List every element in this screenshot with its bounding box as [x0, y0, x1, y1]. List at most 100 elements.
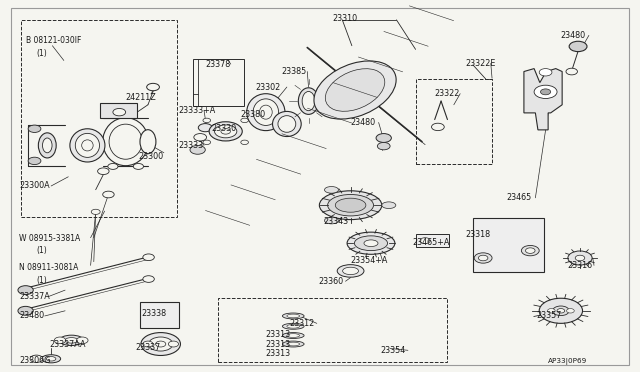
Circle shape: [30, 355, 43, 362]
Ellipse shape: [287, 342, 300, 346]
Bar: [140, 302, 179, 328]
Ellipse shape: [65, 337, 78, 343]
Circle shape: [194, 134, 207, 141]
Ellipse shape: [273, 112, 301, 137]
Ellipse shape: [552, 306, 569, 315]
Ellipse shape: [282, 333, 304, 339]
Text: AP33|0P69: AP33|0P69: [548, 358, 588, 365]
Ellipse shape: [568, 251, 592, 265]
Ellipse shape: [355, 236, 388, 251]
Text: N 08911-3081A: N 08911-3081A: [19, 263, 79, 272]
Text: 23318: 23318: [465, 230, 490, 239]
Text: 23312: 23312: [289, 319, 315, 328]
Ellipse shape: [522, 246, 540, 256]
Circle shape: [569, 41, 587, 52]
Circle shape: [540, 68, 552, 76]
Text: 23360: 23360: [319, 277, 344, 286]
Bar: [415, 234, 449, 247]
Ellipse shape: [46, 357, 56, 361]
Circle shape: [133, 163, 143, 169]
Circle shape: [241, 140, 248, 145]
Ellipse shape: [282, 341, 304, 347]
Text: 23313: 23313: [266, 350, 291, 359]
Ellipse shape: [246, 94, 285, 131]
Circle shape: [28, 125, 41, 132]
Ellipse shape: [102, 118, 148, 166]
Circle shape: [102, 191, 114, 198]
Ellipse shape: [302, 92, 315, 111]
Ellipse shape: [198, 124, 212, 132]
Ellipse shape: [76, 134, 100, 157]
Ellipse shape: [156, 341, 166, 347]
Text: (1): (1): [36, 276, 47, 285]
Circle shape: [431, 123, 444, 131]
Ellipse shape: [364, 240, 378, 247]
Ellipse shape: [42, 138, 52, 153]
Text: 23337: 23337: [135, 343, 161, 352]
Text: 23337AA: 23337AA: [49, 340, 86, 349]
Ellipse shape: [214, 125, 237, 138]
Text: 23310: 23310: [333, 13, 358, 22]
Text: 23330: 23330: [212, 124, 237, 133]
Ellipse shape: [337, 264, 364, 277]
Ellipse shape: [474, 253, 492, 263]
Ellipse shape: [325, 69, 385, 111]
Circle shape: [420, 238, 430, 244]
Ellipse shape: [60, 335, 84, 346]
Text: W 08915-3381A: W 08915-3381A: [19, 234, 81, 243]
Circle shape: [54, 337, 66, 344]
Ellipse shape: [278, 116, 296, 132]
Ellipse shape: [140, 130, 156, 154]
Text: 23333: 23333: [179, 141, 204, 150]
Ellipse shape: [525, 248, 535, 253]
Ellipse shape: [314, 61, 396, 119]
Text: 23337A: 23337A: [19, 292, 50, 301]
Text: 23357: 23357: [537, 311, 562, 320]
Circle shape: [143, 254, 154, 260]
Ellipse shape: [221, 129, 230, 134]
Ellipse shape: [319, 191, 382, 219]
Ellipse shape: [141, 333, 180, 356]
Ellipse shape: [287, 334, 300, 337]
Circle shape: [77, 337, 88, 344]
Ellipse shape: [575, 255, 585, 261]
Text: 23313: 23313: [266, 330, 291, 339]
Text: 23333+A: 23333+A: [179, 106, 216, 115]
Ellipse shape: [148, 337, 173, 351]
Text: 24211Z: 24211Z: [125, 93, 156, 102]
Ellipse shape: [478, 255, 488, 261]
Text: 23322E: 23322E: [465, 59, 495, 68]
Ellipse shape: [328, 195, 374, 216]
Text: 23465: 23465: [506, 193, 531, 202]
Text: 23316: 23316: [567, 261, 593, 270]
Bar: [218, 298, 447, 362]
Ellipse shape: [298, 88, 319, 114]
Text: 23354: 23354: [381, 346, 406, 355]
Text: 23465+A: 23465+A: [412, 238, 450, 247]
Ellipse shape: [557, 309, 564, 313]
Ellipse shape: [540, 298, 582, 323]
Circle shape: [190, 145, 205, 154]
Ellipse shape: [70, 129, 105, 162]
Bar: [20, 20, 177, 217]
Ellipse shape: [342, 267, 358, 275]
Text: 23380: 23380: [241, 109, 266, 119]
Circle shape: [143, 276, 154, 282]
Circle shape: [18, 307, 33, 315]
Circle shape: [378, 142, 390, 150]
Ellipse shape: [38, 133, 56, 158]
Circle shape: [147, 83, 159, 91]
Ellipse shape: [113, 109, 125, 116]
Ellipse shape: [382, 202, 396, 209]
Circle shape: [241, 118, 248, 123]
Circle shape: [108, 163, 118, 169]
Circle shape: [566, 68, 577, 75]
Text: 23322: 23322: [435, 89, 460, 98]
Polygon shape: [524, 68, 562, 130]
Circle shape: [18, 286, 33, 295]
Bar: [100, 103, 137, 118]
Ellipse shape: [335, 198, 366, 212]
Text: 23306G: 23306G: [19, 356, 51, 365]
Ellipse shape: [42, 355, 61, 363]
Text: 23480: 23480: [561, 31, 586, 40]
